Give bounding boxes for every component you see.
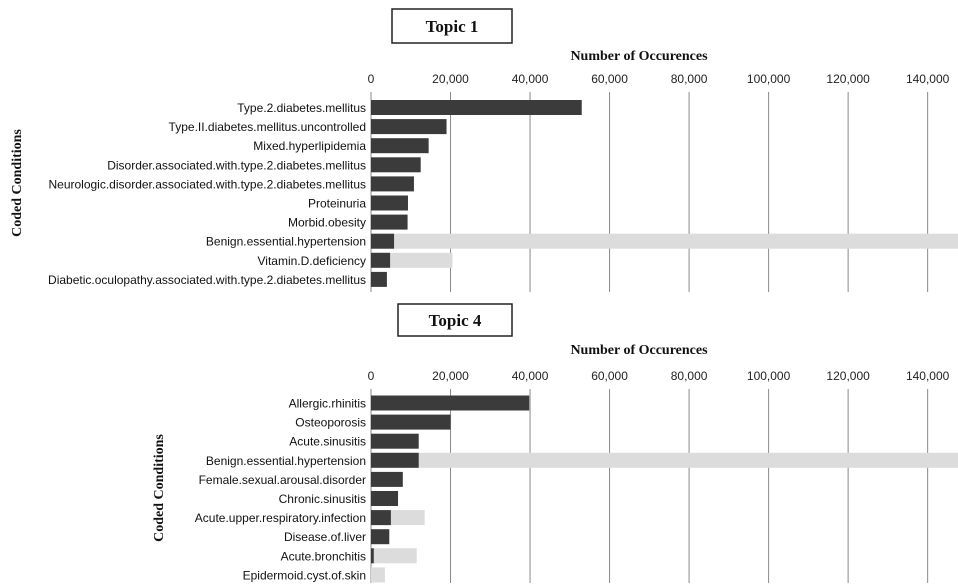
x-tick-label: 40,000 bbox=[512, 72, 549, 86]
category-label: Acute.sinusitis bbox=[289, 435, 366, 449]
bar bbox=[371, 119, 447, 135]
category-label: Acute.upper.respiratory.infection bbox=[195, 511, 366, 525]
x-tick-label: 0 bbox=[368, 72, 375, 86]
x-tick-label: 120,000 bbox=[826, 72, 870, 86]
x-tick-label: 40,000 bbox=[512, 369, 549, 383]
category-label: Diabetic.oculopathy.associated.with.type… bbox=[48, 273, 366, 287]
x-tick-label: 140,000 bbox=[906, 72, 950, 86]
x-tick-label: 100,000 bbox=[747, 369, 791, 383]
category-label: Allergic.rhinitis bbox=[289, 397, 366, 411]
chart-title-box bbox=[391, 8, 513, 44]
bar bbox=[371, 214, 408, 230]
bar bbox=[371, 252, 391, 268]
category-label: Proteinuria bbox=[308, 197, 366, 211]
bar bbox=[371, 195, 408, 211]
chart-title: Topic 1 bbox=[426, 17, 479, 36]
x-axis-label: Number of Occurences bbox=[570, 49, 708, 64]
category-label: Acute.bronchitis bbox=[281, 549, 366, 563]
x-tick-label: 20,000 bbox=[432, 369, 469, 383]
category-label: Benign.essential.hypertension bbox=[206, 454, 366, 468]
bar bbox=[371, 252, 453, 268]
bar bbox=[371, 433, 419, 449]
category-label: Chronic.sinusitis bbox=[279, 492, 366, 506]
x-axis-label: Number of Occurences bbox=[570, 343, 708, 358]
category-label: Vitamin.D.deficiency bbox=[258, 254, 367, 268]
category-label: Mixed.hyperlipidemia bbox=[253, 139, 366, 153]
x-tick-label: 80,000 bbox=[671, 369, 708, 383]
chart-title: Topic 4 bbox=[429, 311, 482, 330]
bar bbox=[371, 510, 391, 526]
bar bbox=[371, 100, 582, 115]
y-axis-label: Coded Conditions bbox=[10, 129, 25, 237]
category-label: Disorder.associated.with.type.2.diabetes… bbox=[107, 158, 366, 172]
bar bbox=[371, 548, 417, 564]
category-label: Morbid.obesity bbox=[288, 216, 366, 230]
x-tick-label: 20,000 bbox=[432, 72, 469, 86]
bar bbox=[371, 529, 390, 545]
bar bbox=[371, 548, 374, 564]
x-tick-label: 140,000 bbox=[906, 369, 950, 383]
bar bbox=[371, 176, 414, 192]
category-label: Osteoporosis bbox=[295, 416, 366, 430]
chart-title-box bbox=[397, 303, 513, 337]
bar bbox=[371, 452, 958, 468]
bar bbox=[371, 491, 399, 506]
x-tick-label: 120,000 bbox=[826, 369, 870, 383]
x-tick-label: 0 bbox=[368, 369, 375, 383]
category-label: Type.II.diabetes.mellitus.uncontrolled bbox=[169, 120, 366, 134]
bar bbox=[371, 567, 385, 583]
x-tick-label: 60,000 bbox=[591, 72, 628, 86]
x-tick-label: 100,000 bbox=[747, 72, 791, 86]
x-tick-label: 60,000 bbox=[591, 369, 628, 383]
y-axis-label: Coded Conditions bbox=[152, 434, 167, 542]
category-label: Epidermoid.cyst.of.skin bbox=[243, 568, 366, 582]
bar bbox=[371, 414, 451, 430]
category-label: Type.2.diabetes.mellitus bbox=[237, 101, 366, 115]
x-tick-label: 80,000 bbox=[671, 72, 708, 86]
bar bbox=[371, 138, 429, 154]
bar bbox=[371, 452, 419, 468]
category-label: Disease.of.liver bbox=[284, 530, 366, 544]
bar bbox=[371, 233, 958, 249]
bar bbox=[371, 395, 530, 411]
category-label: Benign.essential.hypertension bbox=[206, 235, 366, 249]
bar bbox=[371, 157, 421, 173]
bar bbox=[371, 471, 403, 487]
bar bbox=[371, 271, 387, 287]
category-label: Neurologic.disorder.associated.with.type… bbox=[48, 177, 366, 191]
category-label: Female.sexual.arousal.disorder bbox=[199, 473, 366, 487]
bar bbox=[371, 233, 395, 249]
